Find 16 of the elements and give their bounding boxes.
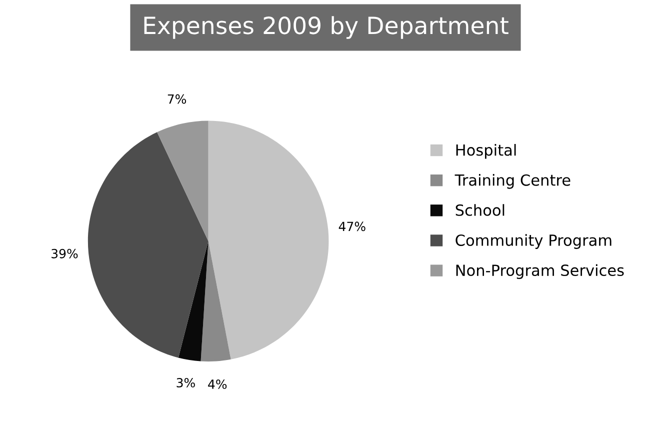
chart-title: Expenses 2009 by Department — [144, 16, 508, 39]
data-label: 7% — [168, 94, 186, 104]
pie-slice — [157, 120, 208, 242]
data-label: 39% — [52, 248, 78, 258]
legend-label: Training Centre — [454, 174, 570, 189]
pie-slice — [178, 241, 208, 362]
legend-label: Hospital — [456, 144, 516, 159]
legend-label: School — [456, 204, 504, 216]
pie-slice — [200, 241, 231, 362]
data-label: 47% — [338, 222, 366, 232]
legend-label: Non-Program Services — [456, 264, 624, 280]
data-label: 4% — [208, 379, 227, 389]
pie-slice — [208, 120, 329, 360]
pie-slice — [88, 132, 208, 358]
data-label: 3% — [176, 378, 195, 388]
legend-label: Community Program — [456, 234, 612, 249]
